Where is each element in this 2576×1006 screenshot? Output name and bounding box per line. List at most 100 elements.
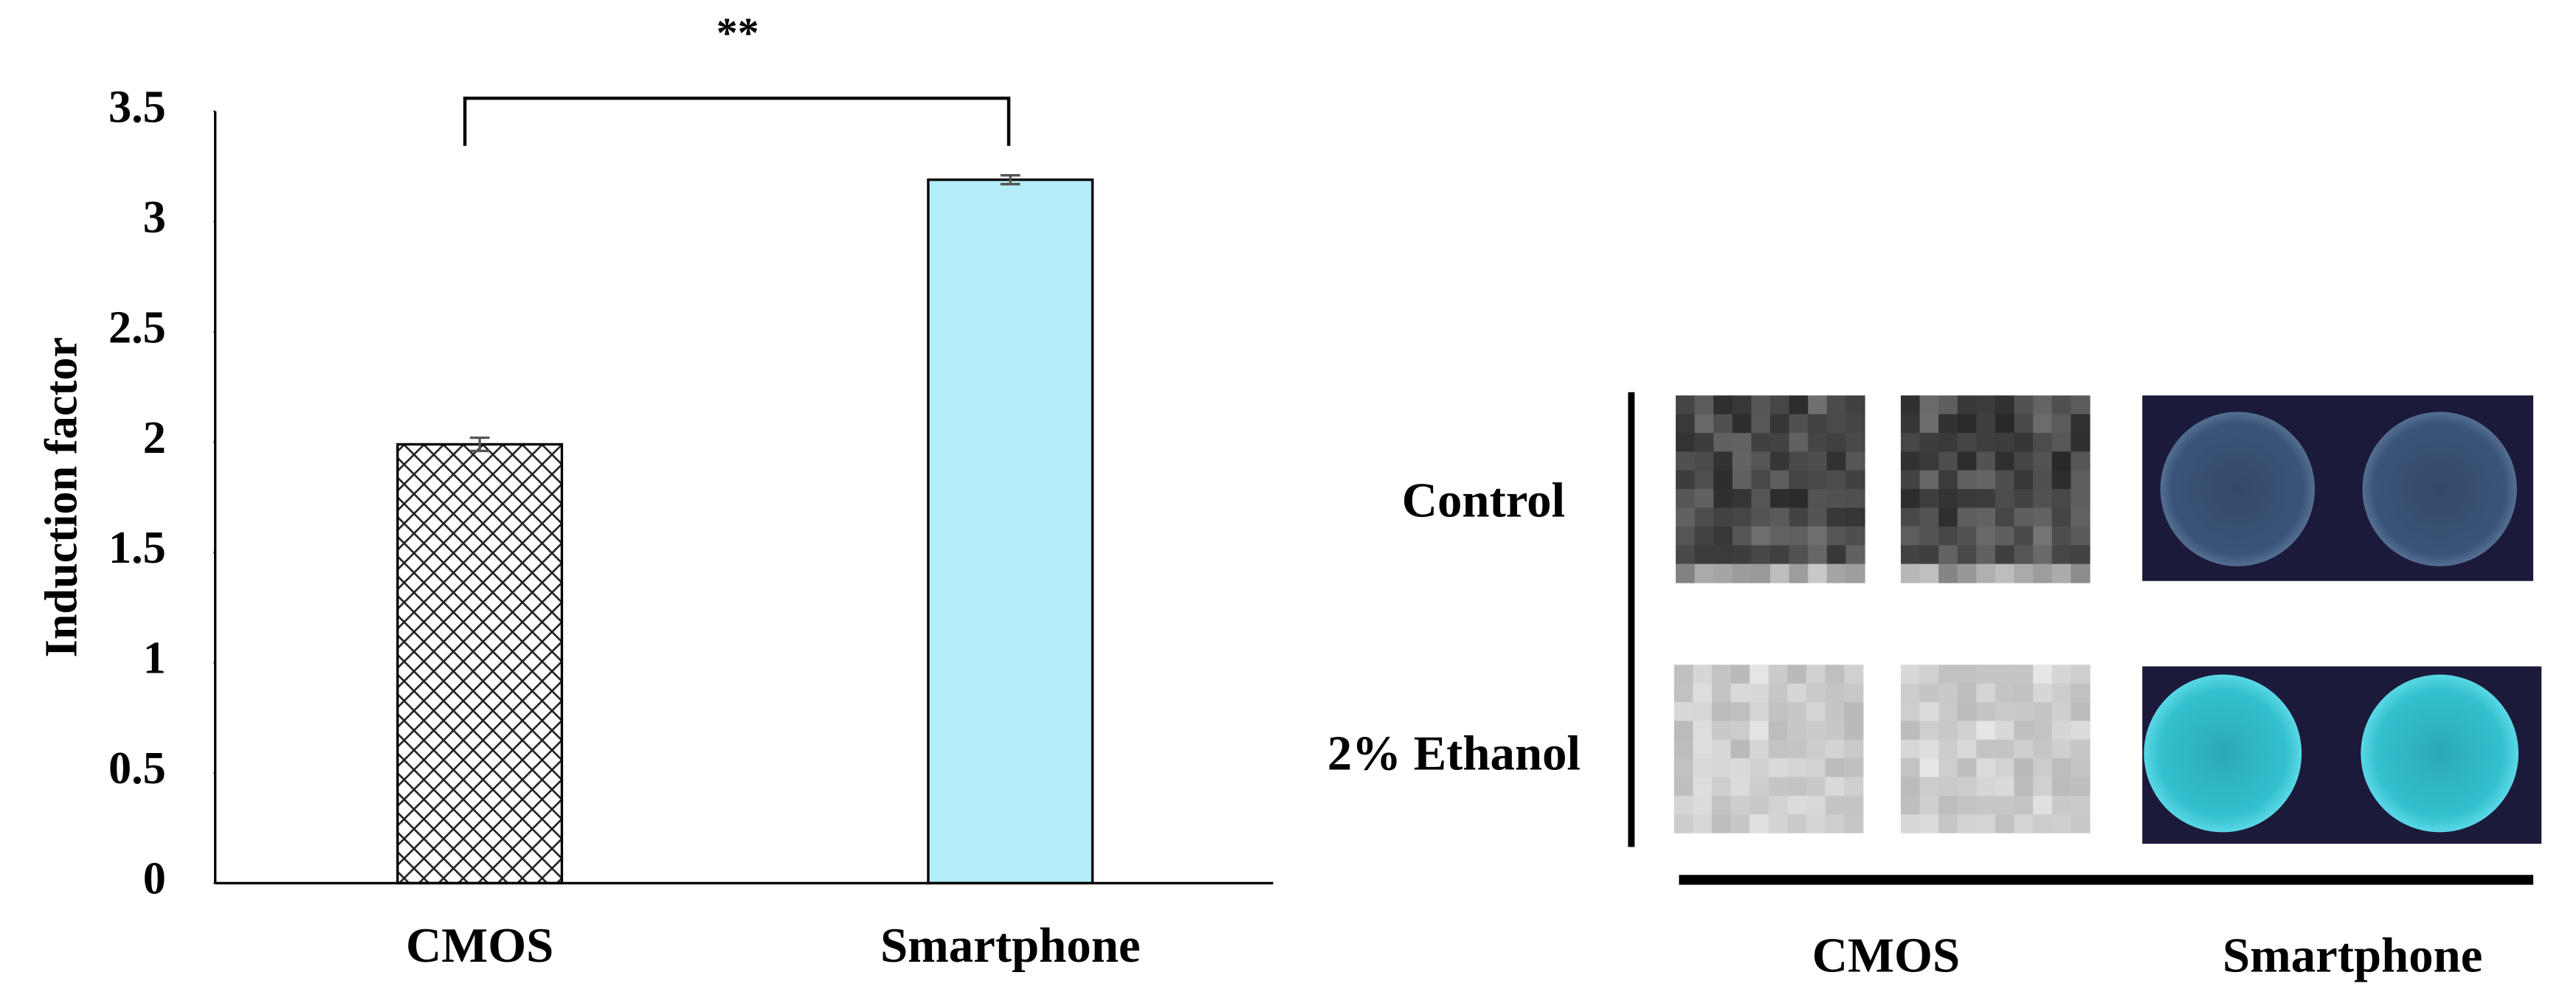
pixel: [1900, 814, 1921, 834]
pixel: [1768, 833, 1788, 853]
pixel: [1713, 470, 1733, 490]
pixel: [2071, 833, 2090, 853]
pixel: [1900, 833, 1921, 853]
pixel: [1900, 414, 1921, 434]
pixel: [2051, 470, 2072, 490]
pixel: [1976, 432, 1996, 452]
pixel: [1900, 526, 1921, 546]
pixel: [1976, 563, 1996, 583]
pixel: [1826, 545, 1847, 565]
pixel: [1693, 683, 1713, 703]
pixel: [1826, 507, 1847, 527]
pixel: [2014, 777, 2034, 797]
pixel: [1768, 721, 1788, 740]
pixel: [1976, 702, 1996, 722]
pixel: [1957, 526, 1978, 546]
pixel: [1694, 489, 1714, 509]
y-tick-label: 1.5: [108, 522, 166, 573]
pixel: [2071, 489, 2090, 509]
pixel: [1751, 545, 1771, 565]
pixel: [2014, 739, 2034, 759]
pixel: [1900, 702, 1921, 722]
pixel: [1900, 758, 1921, 778]
pixel: [1789, 563, 1809, 583]
pixel: [1826, 489, 1847, 509]
pixel: [1826, 395, 1847, 415]
pixel: [1919, 395, 1939, 415]
pixel: [1938, 507, 1958, 527]
pixel: [1730, 777, 1750, 797]
pixel: [1769, 545, 1790, 565]
pixel: [1919, 432, 1939, 452]
pixel: [1808, 489, 1828, 509]
pixel: [1732, 395, 1753, 415]
pixel: [1674, 833, 1693, 853]
pixel: [1768, 683, 1788, 703]
pixel: [2051, 432, 2072, 452]
y-tick-label: 1: [143, 633, 166, 684]
pixel: [1919, 702, 1939, 722]
pixel: [1995, 414, 2015, 434]
pixel: [1730, 683, 1750, 703]
pixel: [2033, 451, 2053, 471]
pixel: [2014, 451, 2034, 471]
pixel: [1787, 833, 1807, 853]
pixel: [1995, 563, 2015, 583]
pixel: [1957, 563, 1978, 583]
pixel: [1938, 563, 1958, 583]
pixel: [1750, 665, 1769, 684]
pixel: [2051, 833, 2072, 853]
pixel: [1750, 777, 1769, 797]
pixel: [1693, 777, 1713, 797]
pixel: [1900, 451, 1921, 471]
pixel: [1900, 507, 1921, 527]
pixel: [1919, 683, 1939, 703]
pixel: [1919, 489, 1939, 509]
pixel: [1919, 563, 1939, 583]
pixel: [1995, 526, 2015, 546]
pixel: [1976, 545, 1996, 565]
pixel: [2033, 721, 2053, 740]
pixel: [1900, 545, 1921, 565]
pixel: [2014, 432, 2034, 452]
pixel: [1938, 432, 1958, 452]
pixel: [1730, 665, 1750, 684]
pixel: [1694, 432, 1714, 452]
pixel: [1711, 739, 1732, 759]
pixel: [1730, 721, 1750, 740]
pixel: [1787, 777, 1807, 797]
pixel: [1844, 814, 1864, 834]
pixel: [1957, 683, 1978, 703]
x-tick-label: Smartphone: [880, 918, 1141, 973]
pixel: [1957, 795, 1978, 816]
pixel: [1789, 414, 1809, 434]
pixel: [1825, 702, 1845, 722]
pixel: [1957, 451, 1978, 471]
pixel: [2051, 777, 2072, 797]
pixel: [1976, 683, 1996, 703]
pixel: [1713, 489, 1733, 509]
pixel: [2051, 526, 2072, 546]
bar: [927, 178, 1094, 885]
pixel: [2071, 795, 2090, 816]
pixel: [1976, 470, 1996, 490]
pixel: [1844, 683, 1864, 703]
pixel: [1674, 721, 1693, 740]
pixel: [1675, 507, 1696, 527]
y-tick-label: 2.5: [108, 302, 166, 353]
pixel: [1694, 470, 1714, 490]
pixel: [1825, 777, 1845, 797]
pixel: [1919, 507, 1939, 527]
pixel: [1826, 563, 1847, 583]
pixel: [1938, 795, 1958, 816]
pixel: [2051, 739, 2072, 759]
pixel: [2014, 683, 2034, 703]
pixel: [1694, 451, 1714, 471]
pixel: [1768, 758, 1788, 778]
pixel: [2071, 683, 2090, 703]
pixel: [1919, 414, 1939, 434]
pixel: [1787, 795, 1807, 816]
pixel: [1938, 683, 1958, 703]
pixel: [1995, 758, 2015, 778]
pixel: [1789, 526, 1809, 546]
